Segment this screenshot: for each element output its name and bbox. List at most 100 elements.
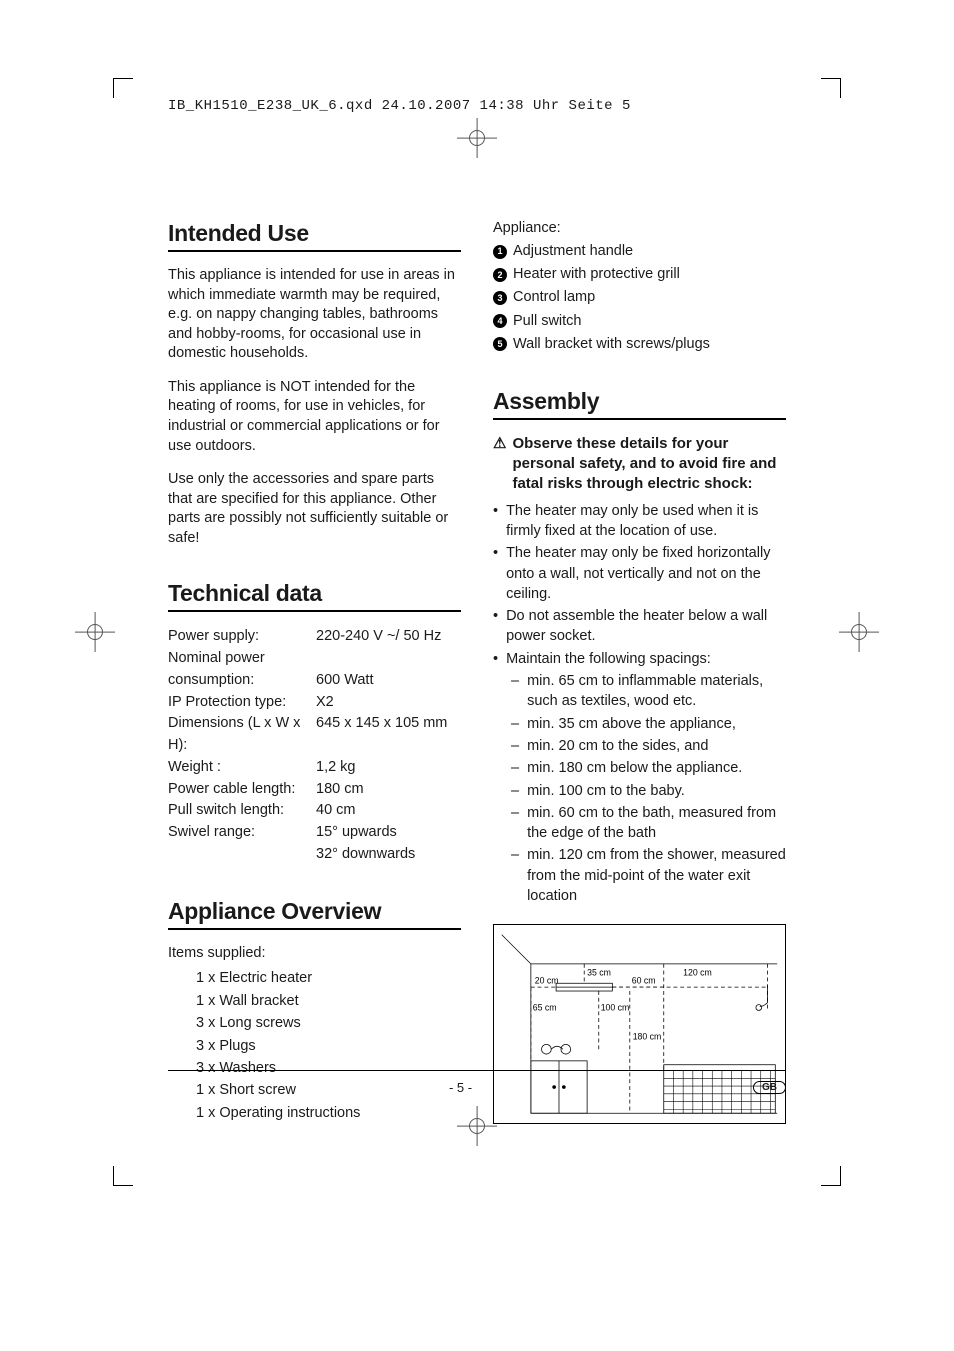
spacing-list: min. 65 cm to inflammable materials, suc… <box>493 671 786 906</box>
crop-mark <box>821 78 841 98</box>
tech-row: consumption:600 Watt <box>168 670 461 692</box>
tech-value: 645 x 145 x 105 mm <box>316 713 447 757</box>
assembly-bullet-list: The heater may only be used when it is f… <box>493 501 786 907</box>
dash-item: min. 180 cm below the appliance. <box>511 758 786 778</box>
appliance-label: Appliance: <box>493 220 786 236</box>
footer-rule <box>168 1070 786 1071</box>
tech-value: 1,2 kg <box>316 757 356 779</box>
appliance-parts-list: 1 Adjustment handle 2 Heater with protectiv… <box>493 240 786 356</box>
tech-value: 180 cm <box>316 779 364 801</box>
tech-row: Pull switch length:40 cm <box>168 800 461 822</box>
items-supplied-label: Items supplied: <box>168 944 461 964</box>
diagram-label: 100 cm <box>601 1003 630 1013</box>
page-content: Intended Use This appliance is intended … <box>168 220 786 1124</box>
registration-mark <box>75 612 115 652</box>
registration-mark <box>457 118 497 158</box>
tech-row: Swivel range:15° upwards <box>168 822 461 844</box>
warning-box: ⚠ Observe these details for your persona… <box>493 434 786 495</box>
part-label: Control lamp <box>513 286 595 309</box>
diagram-label: 20 cm <box>535 976 559 986</box>
dash-item: min. 120 cm from the shower, measured fr… <box>511 845 786 906</box>
list-item: 1 x Wall bracket <box>196 990 461 1012</box>
warning-text: Observe these details for your personal … <box>512 434 786 495</box>
technical-data-table: Power supply:220-240 V ~/ 50 HzNominal p… <box>168 626 461 865</box>
appliance-part-row: 5 Wall bracket with screws/plugs <box>493 333 786 356</box>
list-item: 3 x Long screws <box>196 1012 461 1034</box>
tech-value: 220-240 V ~/ 50 Hz <box>316 626 441 648</box>
diagram-label: 180 cm <box>633 1032 662 1042</box>
heading-technical-data: Technical data <box>168 580 461 612</box>
list-item: 1 x Operating instructions <box>196 1102 461 1124</box>
tech-label: Swivel range: <box>168 822 316 844</box>
list-item: 1 x Electric heater <box>196 967 461 989</box>
part-number-icon: 2 <box>493 268 507 282</box>
bullet-item: The heater may only be used when it is f… <box>493 501 786 542</box>
tech-value: 15° upwards <box>316 822 397 844</box>
part-number-icon: 5 <box>493 337 507 351</box>
left-column: Intended Use This appliance is intended … <box>168 220 461 1124</box>
diagram-label: 35 cm <box>587 968 611 978</box>
appliance-part-row: 3 Control lamp <box>493 286 786 309</box>
heading-appliance-overview: Appliance Overview <box>168 898 461 930</box>
tech-label: consumption: <box>168 670 316 692</box>
warning-icon: ⚠ <box>493 434 506 495</box>
list-item: 3 x Plugs <box>196 1035 461 1057</box>
tech-label: Power cable length: <box>168 779 316 801</box>
heading-intended-use: Intended Use <box>168 220 461 252</box>
tech-label: Weight : <box>168 757 316 779</box>
heading-assembly: Assembly <box>493 388 786 420</box>
crop-mark <box>821 1166 841 1186</box>
tech-row: Dimensions (L x W x H):645 x 145 x 105 m… <box>168 713 461 757</box>
registration-mark <box>839 612 879 652</box>
part-label: Adjustment handle <box>513 240 633 263</box>
paragraph: This appliance is NOT intended for the h… <box>168 378 461 456</box>
appliance-part-row: 2 Heater with protective grill <box>493 263 786 286</box>
part-number-icon: 3 <box>493 291 507 305</box>
paragraph: Use only the accessories and spare parts… <box>168 470 461 548</box>
tech-row: 32° downwards <box>168 844 461 866</box>
diagram-label: 60 cm <box>632 976 656 986</box>
bullet-item: Maintain the following spacings: <box>493 649 786 669</box>
tech-label: Dimensions (L x W x H): <box>168 713 316 757</box>
tech-value: 600 Watt <box>316 670 374 692</box>
crop-mark <box>113 1166 133 1186</box>
diagram-label: 120 cm <box>683 968 712 978</box>
print-header: IB_KH1510_E238_UK_6.qxd 24.10.2007 14:38… <box>168 98 631 114</box>
dash-item: min. 100 cm to the baby. <box>511 781 786 801</box>
dash-item: min. 20 cm to the sides, and <box>511 736 786 756</box>
part-number-icon: 1 <box>493 245 507 259</box>
tech-value: X2 <box>316 692 334 714</box>
tech-value: 40 cm <box>316 800 356 822</box>
part-label: Pull switch <box>513 310 582 333</box>
part-label: Heater with protective grill <box>513 263 680 286</box>
part-label: Wall bracket with screws/plugs <box>513 333 710 356</box>
tech-value: 32° downwards <box>316 844 415 866</box>
appliance-part-row: 4 Pull switch <box>493 310 786 333</box>
tech-label: Pull switch length: <box>168 800 316 822</box>
appliance-part-row: 1 Adjustment handle <box>493 240 786 263</box>
tech-row: Power cable length:180 cm <box>168 779 461 801</box>
items-supplied-list: 1 x Electric heater1 x Wall bracket3 x L… <box>168 967 461 1124</box>
bullet-item: Do not assemble the heater below a wall … <box>493 606 786 647</box>
tech-label <box>168 844 316 866</box>
tech-row: Nominal power <box>168 648 461 670</box>
tech-label: Nominal power <box>168 648 316 670</box>
list-item: 3 x Washers <box>196 1057 461 1079</box>
part-number-icon: 4 <box>493 314 507 328</box>
tech-row: IP Protection type:X2 <box>168 692 461 714</box>
country-badge: GB <box>753 1081 786 1094</box>
tech-label: Power supply: <box>168 626 316 648</box>
page-footer: - 5 - GB <box>168 1080 786 1095</box>
crop-mark <box>113 78 133 98</box>
dash-item: min. 35 cm above the appliance, <box>511 714 786 734</box>
diagram-label: 65 cm <box>533 1003 557 1013</box>
dash-item: min. 60 cm to the bath, measured from th… <box>511 803 786 844</box>
tech-row: Weight :1,2 kg <box>168 757 461 779</box>
tech-label: IP Protection type: <box>168 692 316 714</box>
page-number: - 5 - <box>449 1080 472 1095</box>
dash-item: min. 65 cm to inflammable materials, suc… <box>511 671 786 712</box>
right-column: Appliance: 1 Adjustment handle 2 Heater wit… <box>493 220 786 1124</box>
paragraph: This appliance is intended for use in ar… <box>168 266 461 364</box>
tech-row: Power supply:220-240 V ~/ 50 Hz <box>168 626 461 648</box>
bullet-item: The heater may only be fixed horizontall… <box>493 543 786 604</box>
